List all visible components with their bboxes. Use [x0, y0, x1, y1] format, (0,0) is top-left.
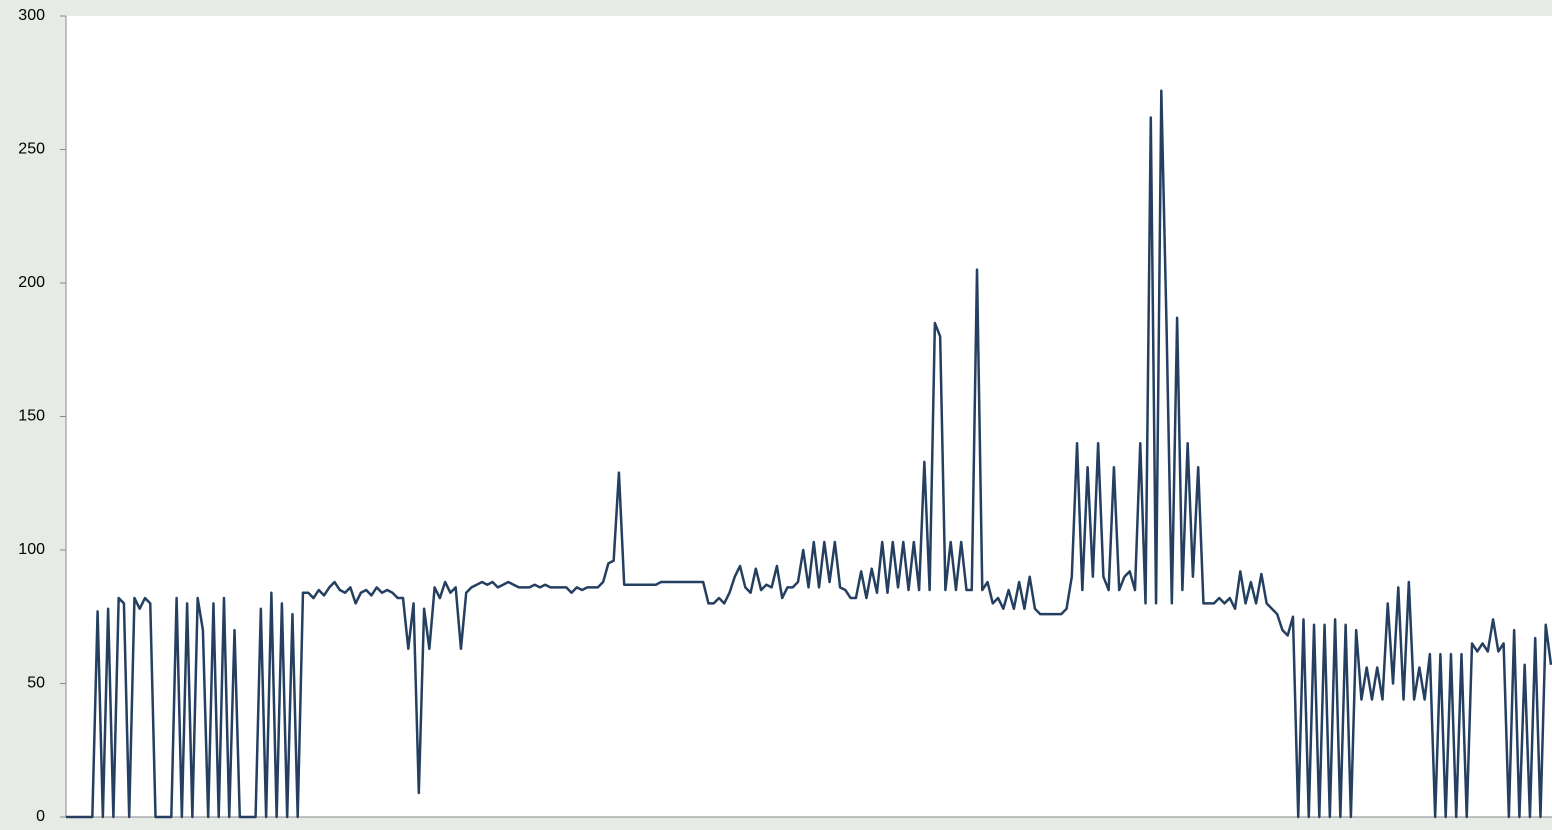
y-tick-label: 50	[27, 675, 45, 692]
y-tick-label: 250	[18, 141, 45, 158]
y-tick-label: 200	[18, 274, 45, 291]
plot-area	[66, 16, 1552, 817]
y-tick-label: 300	[18, 7, 45, 24]
data-line	[66, 89, 1552, 819]
y-tick-label: 0	[36, 808, 45, 825]
y-tick-label: 150	[18, 408, 45, 425]
y-tick-label: 100	[18, 541, 45, 558]
